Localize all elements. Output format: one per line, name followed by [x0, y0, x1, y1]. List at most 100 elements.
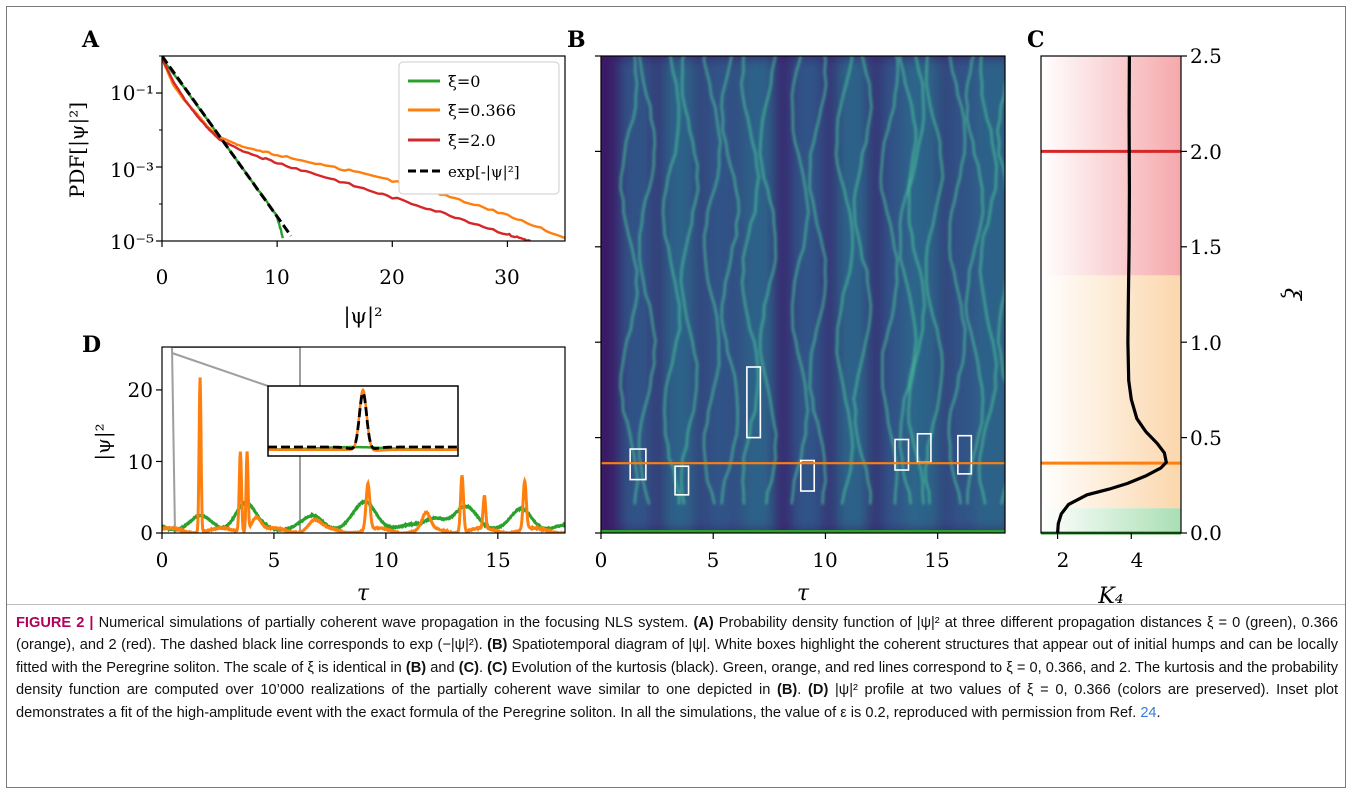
panel-a-xlabel: |ψ|² [343, 304, 382, 329]
heatmap-filament [637, 56, 657, 505]
panel-a-ylabel: PDF[|ψ|²] [65, 102, 90, 198]
figure-caption: FIGURE 2 | Numerical simulations of part… [16, 612, 1338, 724]
heatmap-filament [679, 56, 700, 505]
panel-d-ytick-0: 0 [140, 521, 153, 545]
figure-frame [6, 6, 1346, 788]
heatmap-hump [661, 56, 698, 533]
heatmap-filament [978, 56, 998, 505]
heatmap-filament [898, 56, 918, 505]
panel-b-xtick-0: 0 [595, 548, 608, 572]
heatmap-hump [701, 56, 738, 533]
panel-d-xlabel: τ [357, 581, 370, 606]
caption-text: . [478, 659, 488, 676]
panel-d-ytick-20: 20 [128, 378, 153, 402]
panel-c-axes [1040, 55, 1182, 534]
heatmap-streaks [619, 56, 1005, 505]
panel-a: A 0 10 20 30 10⁻¹ 10⁻³ 10⁻⁵ |ψ|² PDF[|ψ|… [65, 27, 566, 329]
caption-separator [7, 604, 1345, 605]
panel-c-xlabel: K₄ [1097, 584, 1123, 609]
c-region-red [1041, 56, 1181, 276]
panel-b-xtick-15: 15 [924, 548, 949, 572]
heatmap-filament [720, 56, 741, 505]
panel-d-inset [267, 385, 459, 457]
panel-b-xlabel: τ [797, 581, 810, 606]
panel-d-xtick-0: 0 [156, 548, 169, 572]
caption-ref-b: (B) [777, 682, 798, 699]
panel-a-legend: ξ=0 ξ=0.366 ξ=2.0 exp[-|ψ|²] [398, 61, 560, 195]
heatmap-filament [619, 56, 639, 505]
inset-frame [267, 385, 459, 457]
caption-text: Spatiotemporal diagram of |ψ|. White box… [16, 637, 1338, 676]
panel-d: D 0 5 10 15 0 10 20 τ |ψ|² [82, 332, 566, 606]
caption-text: . [1156, 704, 1161, 721]
heatmap-filament [852, 56, 873, 505]
caption-ref-c: (C) [487, 659, 508, 676]
panel-d-ylabel: |ψ|² [91, 423, 116, 460]
c-region-orange [1041, 275, 1181, 509]
heatmap-hump [834, 56, 871, 533]
peregrine-box [894, 438, 910, 471]
series-black [162, 56, 293, 237]
kurtosis-curve [1056, 55, 1169, 534]
series-red [162, 57, 531, 241]
panel-c-ytick-15: 1.5 [1190, 235, 1222, 259]
caption-figure-label: FIGURE 2 | [16, 615, 94, 631]
panel-b-xtick-5: 5 [707, 548, 720, 572]
caption-text: and [426, 659, 459, 676]
inset-orange-series [268, 387, 458, 452]
panel-c-ticks [1056, 55, 1187, 539]
caption-text: Numerical simulations of partially coher… [93, 615, 694, 631]
panel-b-xtick-10: 10 [812, 548, 837, 572]
panel-d-ytick-10: 10 [128, 450, 153, 474]
panel-a-letter: A [81, 27, 100, 53]
caption-ref-b: (B) [405, 659, 427, 676]
panel-a-xtick-0: 0 [156, 265, 169, 289]
panel-d-xtick-5: 5 [268, 548, 281, 572]
peregrine-box [746, 366, 762, 439]
panel-c-xtick-4: 4 [1131, 548, 1144, 572]
panel-d-letter: D [82, 332, 101, 358]
panel-a-xtick-30: 30 [494, 265, 519, 289]
panel-c: C 2 4 K₄ 0.0 0.5 1.0 1.5 2.0 2.5 ξ [1027, 27, 1304, 609]
panel-c-ytick-05: 0.5 [1190, 426, 1222, 450]
heatmap-filament [702, 56, 722, 505]
panel-c-xtick-2: 2 [1057, 548, 1070, 572]
legend-label-xi0366: ξ=0.366 [448, 101, 516, 120]
panel-c-ytick-20: 2.0 [1190, 140, 1222, 164]
heatmap-filament [740, 56, 760, 505]
panel-c-ytick-10: 1.0 [1190, 331, 1222, 355]
caption-text: Evolution of the kurtosis (black). Green… [16, 659, 1339, 699]
panel-a-ticks [156, 55, 509, 247]
heatmap-filament [879, 56, 899, 505]
heatmap-filament [947, 56, 967, 505]
panel-d-axes [161, 346, 566, 534]
legend-label-exp: exp[-|ψ|²] [448, 163, 520, 181]
panel-d-orange-series [162, 377, 565, 533]
caption-text: . [797, 682, 809, 699]
caption-ref-d: (D) [808, 682, 829, 699]
panel-c-letter: C [1027, 27, 1045, 53]
caption-reference-link[interactable]: 24 [1140, 704, 1157, 721]
peregrine-box [799, 459, 816, 492]
panel-c-ytick-0: 0.0 [1190, 521, 1222, 545]
panel-a-xtick-20: 20 [379, 265, 404, 289]
panel-b-axes [600, 55, 1006, 534]
panel-a-series [162, 56, 565, 241]
heatmap-filament [834, 56, 854, 505]
heatmap-hump [789, 56, 826, 533]
peregrine-box [674, 465, 690, 496]
panel-d-xtick-10: 10 [373, 548, 398, 572]
panel-d-ticks [156, 389, 499, 539]
caption-ref-a: (A) [693, 615, 714, 631]
panel-a-ytick-1e-5: 10⁻⁵ [110, 230, 154, 254]
heatmap-filament [924, 56, 944, 505]
legend-box [398, 61, 560, 195]
panel-b-letter: B [567, 27, 586, 53]
panel-b-ticks [595, 55, 939, 539]
caption-text: Probability density function of |ψ|² at … [16, 615, 1338, 654]
peregrine-box [629, 448, 647, 481]
heatmap-filament [907, 56, 926, 505]
inset-peregrine-fit [268, 390, 458, 450]
caption-ref-c: (C) [458, 659, 479, 676]
